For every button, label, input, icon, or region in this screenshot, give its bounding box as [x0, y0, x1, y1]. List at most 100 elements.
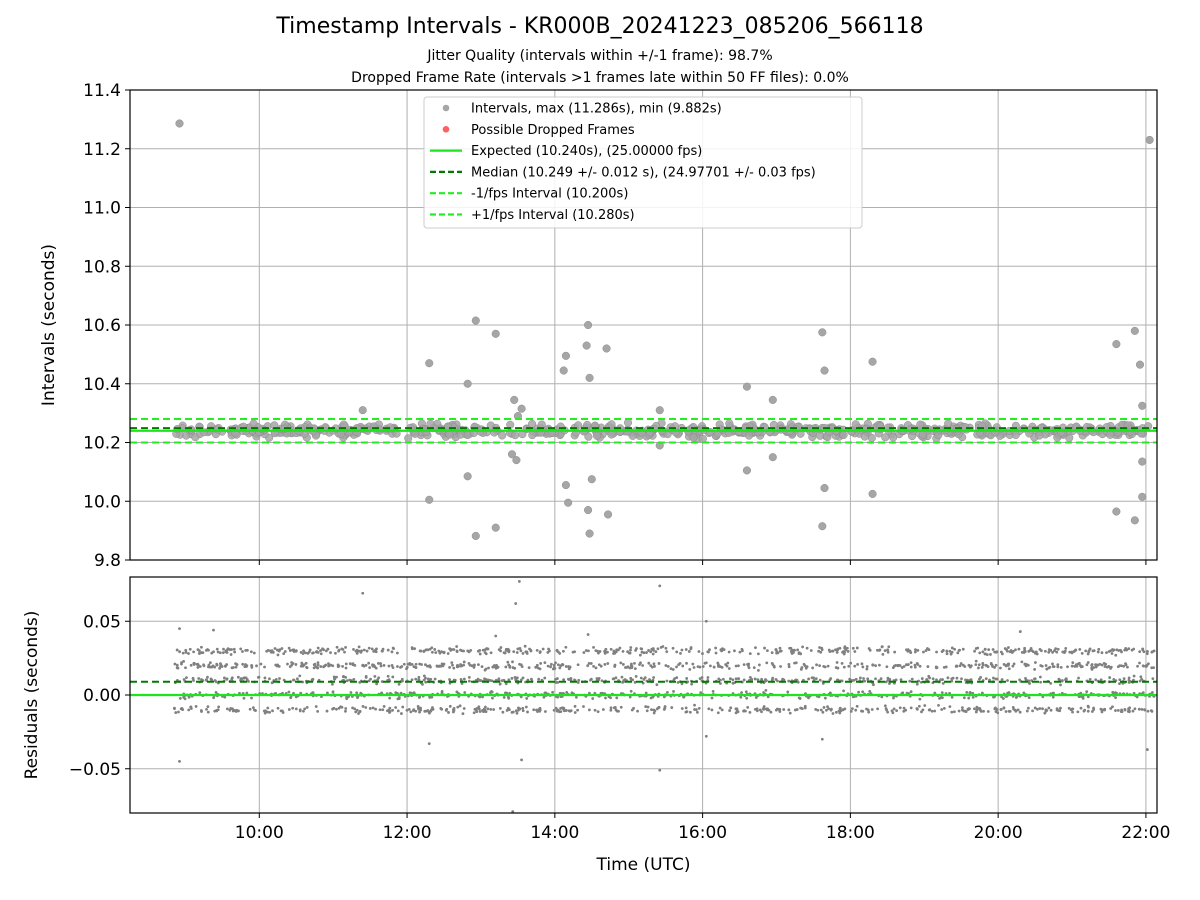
interval-points — [173, 644, 1156, 716]
interval-point — [443, 422, 453, 431]
residual-point — [407, 707, 411, 711]
residual-point — [714, 646, 718, 650]
residual-point — [455, 650, 459, 653]
residual-point — [908, 649, 912, 653]
interval-outlier-point — [1130, 326, 1139, 335]
residual-point — [820, 646, 824, 650]
residual-point — [657, 662, 661, 665]
residual-point — [1126, 665, 1129, 669]
residual-point — [477, 663, 480, 667]
residual-point — [345, 697, 349, 700]
residual-point — [344, 709, 347, 713]
residual-point — [746, 705, 750, 709]
residual-point — [234, 662, 237, 666]
x-tick-label: 12:00 — [383, 823, 432, 843]
residual-point — [1092, 649, 1096, 653]
residual-point — [299, 691, 303, 695]
residual-point — [955, 676, 959, 680]
residual-point — [200, 710, 203, 713]
residual-point — [1096, 663, 1100, 667]
residual-point — [787, 679, 791, 683]
residual-point — [571, 650, 575, 654]
x-tick-label: 14:00 — [530, 823, 579, 843]
y-tick-label: 10.4 — [83, 375, 121, 395]
residual-point — [905, 648, 908, 652]
residual-point — [619, 661, 623, 665]
residual-point — [812, 676, 816, 680]
residual-point — [870, 708, 874, 711]
residual-point — [482, 707, 486, 711]
dropped-frame-subtitle: Dropped Frame Rate (intervals >1 frames … — [351, 70, 849, 86]
residual-point — [178, 696, 182, 700]
residual-point — [874, 677, 877, 681]
residual-point — [671, 668, 675, 671]
residual-point — [440, 707, 444, 711]
residual-point — [448, 678, 451, 681]
residual-point — [215, 647, 219, 651]
residual-point — [793, 648, 796, 652]
y-tick-label: −0.05 — [69, 760, 121, 780]
residual-point — [860, 709, 863, 713]
residual-point — [587, 661, 591, 665]
residual-point — [708, 648, 711, 651]
residual-point — [698, 677, 702, 680]
residual-point — [974, 710, 978, 714]
residual-point — [378, 708, 382, 712]
residual-point — [632, 706, 635, 710]
residual-point — [851, 646, 855, 650]
residual-point — [913, 650, 917, 654]
residual-point — [1078, 648, 1082, 651]
residual-point — [1047, 650, 1051, 654]
residual-point — [636, 709, 639, 713]
residual-point — [1146, 650, 1149, 653]
residual-point — [451, 663, 454, 667]
residual-point — [355, 691, 359, 695]
residual-point — [1132, 647, 1136, 651]
residual-point — [645, 709, 649, 713]
legend-label: -1/fps Interval (10.200s) — [471, 187, 628, 202]
residual-point — [1100, 710, 1104, 714]
residual-point — [1123, 708, 1127, 712]
residual-point — [710, 696, 714, 700]
residual-point — [763, 646, 766, 650]
residual-point — [1033, 706, 1037, 710]
legend-label: Possible Dropped Frames — [471, 123, 635, 138]
interval-outlier-point — [507, 450, 517, 459]
residual-point — [1112, 677, 1116, 681]
residual-point — [892, 696, 895, 700]
residual-point — [654, 650, 658, 654]
residual-point — [886, 678, 890, 682]
residual-point — [620, 675, 624, 679]
residual-outlier-point — [361, 591, 365, 595]
residual-point — [518, 647, 522, 650]
residual-point — [195, 662, 199, 666]
residual-point — [194, 705, 198, 708]
residual-point — [501, 710, 505, 714]
residual-point — [918, 697, 922, 701]
residual-point — [543, 676, 547, 680]
residual-point — [642, 678, 646, 681]
residual-point — [1047, 648, 1051, 652]
residual-point — [355, 648, 359, 652]
residual-point — [504, 682, 508, 686]
residual-point — [792, 651, 795, 654]
residual-point — [1005, 648, 1008, 651]
residual-point — [204, 648, 208, 652]
residual-point — [1094, 665, 1098, 669]
interval-point — [1106, 430, 1115, 439]
residual-point — [809, 649, 813, 652]
residual-point — [492, 708, 496, 711]
residual-point — [910, 677, 914, 681]
residual-point — [989, 662, 993, 665]
residual-point — [772, 665, 776, 669]
residual-point — [426, 648, 430, 652]
residual-point — [175, 666, 179, 670]
residual-point — [1108, 676, 1112, 679]
residual-point — [770, 678, 774, 682]
residual-point — [1023, 650, 1027, 653]
residual-point — [446, 652, 450, 655]
interval-outlier-point — [1145, 135, 1154, 144]
residual-point — [765, 679, 768, 683]
interval-point — [1011, 430, 1020, 440]
residual-point — [217, 705, 221, 709]
